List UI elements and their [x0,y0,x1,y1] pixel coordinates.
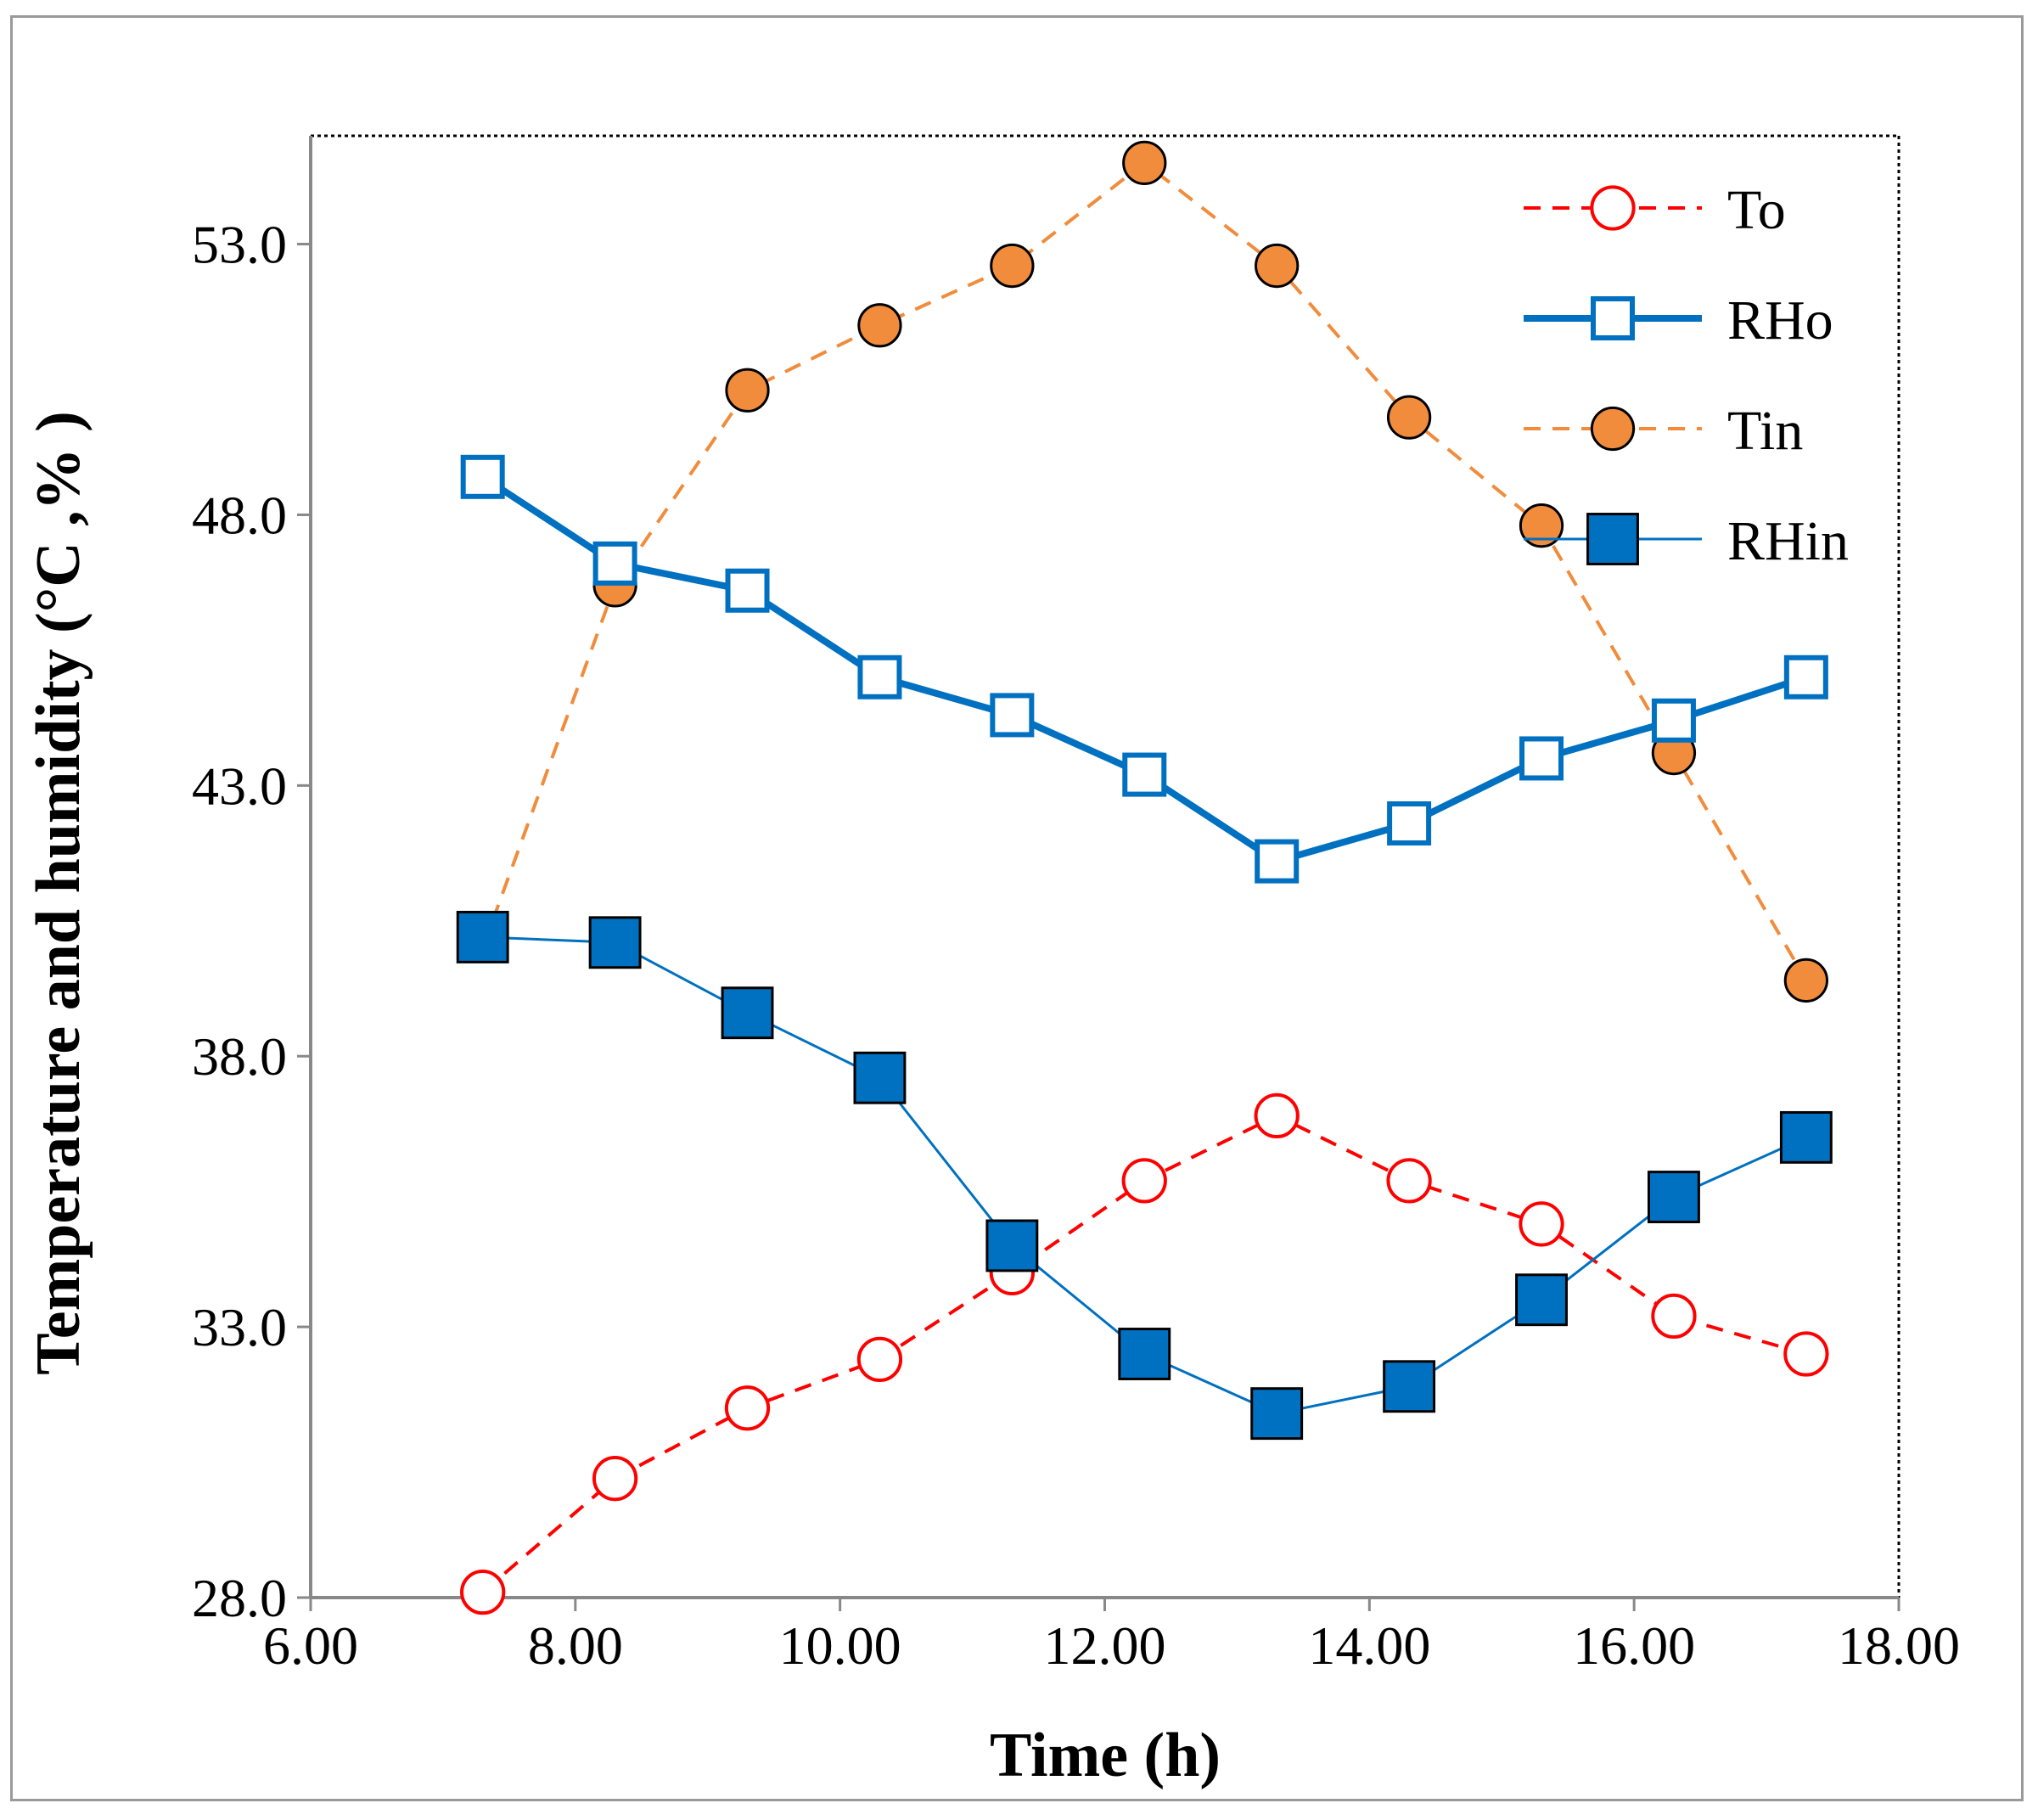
data-point-rhin [721,986,774,1040]
data-point-tin [1783,958,1828,1003]
data-point-rho [1122,752,1167,797]
data-point-rhin [588,916,642,969]
data-point-tin [1519,503,1564,548]
series-layer [456,140,1833,1615]
axes-layer: 6.00 8.00 10.00 12.00 14.00 16.00 18.00 28.0 33.… [192,215,1960,1676]
data-point-rho [1651,698,1696,743]
legend-marker-tin [1590,406,1636,452]
legend-label-to: To [1727,179,1786,241]
legend-marker-rho [1591,296,1635,340]
data-point-rho [1519,736,1564,781]
series-to [460,1093,1829,1615]
data-point-rho [857,654,902,699]
data-point-to [1651,1293,1697,1339]
data-point-rho [725,568,770,613]
x-tick-label: 8.00 [528,1615,623,1676]
x-tick-label: 6.00 [263,1615,358,1676]
x-tick-label: 10.00 [779,1615,901,1676]
y-tick-label: 48.0 [192,485,287,545]
data-point-to [1783,1331,1829,1377]
data-point-rho [1255,839,1300,884]
data-point-to [460,1569,506,1615]
data-point-tin [1122,140,1167,186]
legend-label-rhin: RHin [1727,510,1849,572]
y-tick-label: 28.0 [192,1568,287,1628]
legend-item-to: To [1524,179,1786,241]
x-tick-label: 16.00 [1573,1615,1695,1676]
data-point-rhin [1779,1110,1833,1164]
plot-area [309,134,1900,1599]
legend-marker-rhin [1586,513,1639,565]
data-point-rhin [985,1219,1039,1272]
legend-marker-to [1590,185,1636,231]
y-tick-label: 38.0 [192,1026,287,1087]
data-point-to [724,1385,771,1431]
series-line-tin [480,160,1808,981]
data-point-rhin [1383,1360,1436,1413]
legend-item-tin: Tin [1524,400,1803,462]
x-tick-label: 12.00 [1044,1615,1166,1676]
data-point-tin [1386,395,1432,440]
data-point-rho [990,693,1035,738]
data-point-to [592,1456,638,1502]
data-point-to [1519,1201,1564,1247]
data-point-rhin [1515,1273,1568,1327]
y-tick-label: 43.0 [192,756,287,816]
y-tick-label: 53.0 [192,215,287,275]
legend-label-tin: Tin [1727,400,1803,462]
data-point-to [1254,1093,1300,1139]
data-point-to [1121,1158,1167,1204]
data-point-to [1386,1158,1432,1204]
data-point-rho [592,541,637,586]
data-point-rho [1783,654,1828,699]
y-tick-label: 33.0 [192,1297,287,1357]
data-point-rho [460,454,505,499]
data-point-rhin [853,1051,907,1104]
data-point-rho [1387,800,1432,845]
y-axis-title: Temperature and humidity (°C ,% ) [24,411,93,1375]
x-tick-label: 18.00 [1838,1615,1960,1676]
data-point-rhin [456,910,509,963]
figure-frame [10,15,2024,1801]
legend-label-rho: RHo [1727,289,1833,351]
data-point-rhin [1648,1171,1700,1223]
legend-item-rho: RHo [1524,289,1833,351]
data-point-rhin [1118,1328,1171,1380]
series-tin [480,140,1828,1003]
data-point-to [856,1336,903,1383]
data-point-tin [990,243,1035,289]
data-point-tin [857,303,902,348]
data-point-tin [1255,243,1300,289]
series-rhin [456,910,1833,1441]
data-point-rhin [1250,1387,1304,1441]
data-point-tin [725,368,770,413]
x-axis-title: Time (h) [990,1721,1221,1790]
x-tick-label: 14.00 [1308,1615,1430,1676]
legend: To RHo Tin RHin [1524,179,1849,572]
series-rho [460,454,1828,884]
legend-item-rhin: RHin [1524,510,1849,572]
